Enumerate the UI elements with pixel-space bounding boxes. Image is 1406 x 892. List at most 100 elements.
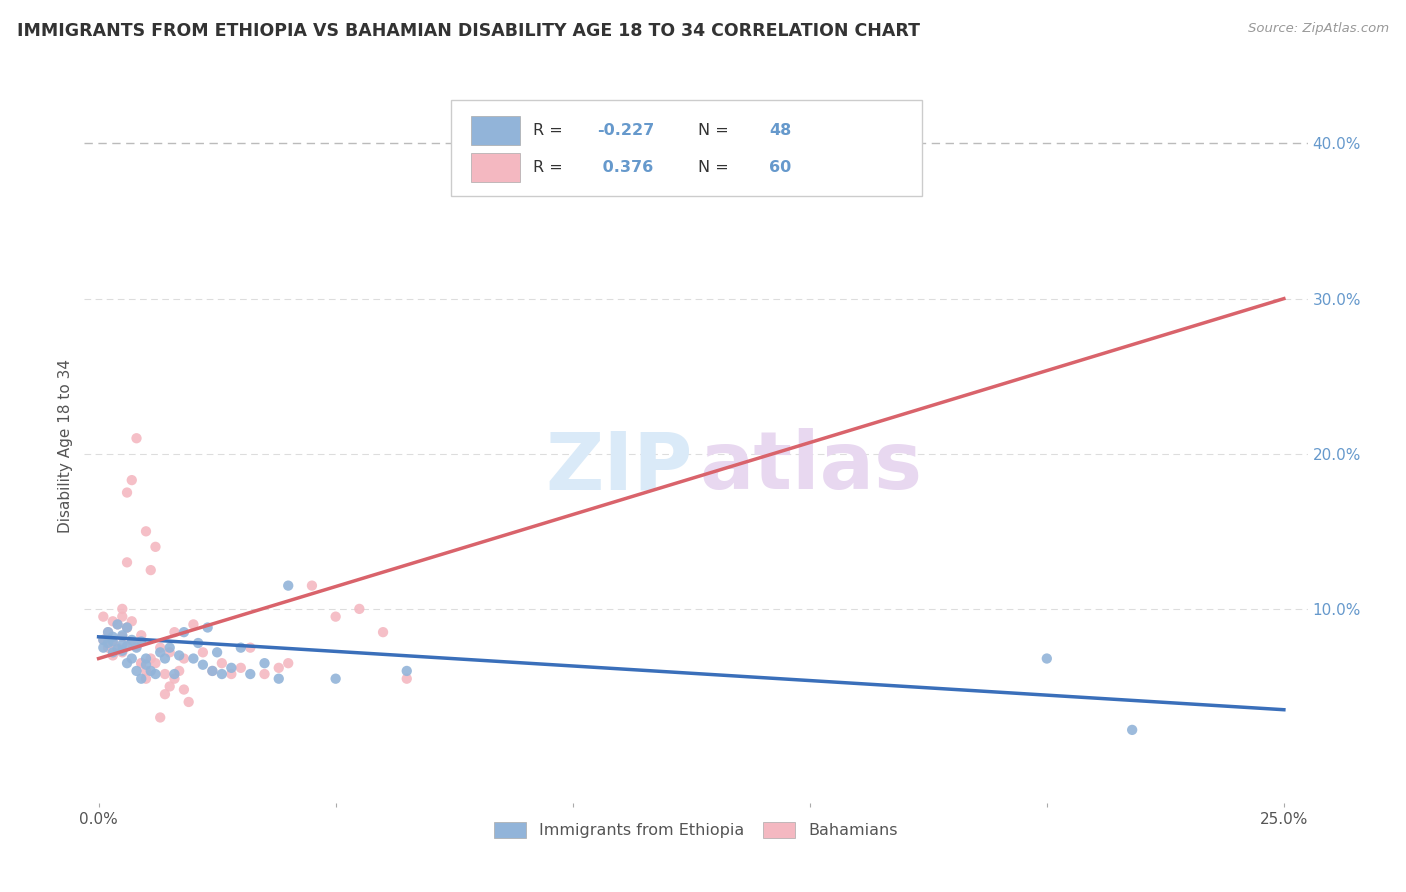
Text: N =: N =	[699, 123, 734, 137]
Point	[91, 632, 114, 647]
Point	[125, 640, 148, 655]
Point	[167, 648, 190, 663]
Point	[129, 634, 152, 648]
Point	[111, 630, 134, 644]
Point	[253, 656, 276, 670]
Point	[395, 664, 418, 678]
Text: Source: ZipAtlas.com: Source: ZipAtlas.com	[1249, 22, 1389, 36]
Point	[135, 524, 157, 539]
Point	[111, 638, 134, 652]
Text: 0.376: 0.376	[598, 161, 654, 175]
Point	[159, 645, 181, 659]
Point	[101, 634, 124, 648]
Text: N =: N =	[699, 161, 734, 175]
Point	[159, 640, 181, 655]
Point	[173, 625, 195, 640]
Text: -0.227: -0.227	[598, 123, 654, 137]
Point	[101, 648, 124, 663]
Point	[91, 632, 114, 647]
Point	[115, 620, 138, 634]
Point	[163, 625, 186, 640]
Point	[101, 615, 124, 629]
Point	[125, 431, 148, 445]
Point	[167, 664, 190, 678]
Point	[239, 667, 262, 681]
Point	[139, 664, 162, 678]
Point	[163, 672, 186, 686]
FancyBboxPatch shape	[471, 153, 520, 182]
Text: R =: R =	[533, 161, 568, 175]
Point	[187, 636, 209, 650]
Point	[125, 636, 148, 650]
FancyBboxPatch shape	[471, 116, 520, 145]
Point	[111, 644, 134, 658]
Point	[205, 645, 228, 659]
Point	[129, 628, 152, 642]
Point	[183, 651, 205, 665]
Point	[91, 609, 114, 624]
Point	[239, 640, 262, 655]
Point	[115, 485, 138, 500]
Point	[267, 672, 290, 686]
Point	[183, 617, 205, 632]
Point	[115, 656, 138, 670]
Point	[115, 639, 138, 653]
Point	[107, 642, 129, 657]
Point	[135, 672, 157, 686]
Text: IMMIGRANTS FROM ETHIOPIA VS BAHAMIAN DISABILITY AGE 18 TO 34 CORRELATION CHART: IMMIGRANTS FROM ETHIOPIA VS BAHAMIAN DIS…	[17, 22, 920, 40]
Text: 60: 60	[769, 161, 792, 175]
Point	[371, 625, 394, 640]
Point	[107, 617, 129, 632]
Point	[121, 636, 143, 650]
Point	[115, 620, 138, 634]
Point	[149, 640, 172, 655]
Point	[177, 695, 200, 709]
Point	[111, 609, 134, 624]
Point	[267, 661, 290, 675]
Point	[111, 645, 134, 659]
Point	[135, 651, 157, 665]
Point	[125, 664, 148, 678]
Point	[145, 667, 167, 681]
Point	[97, 636, 120, 650]
Point	[129, 672, 152, 686]
Point	[153, 687, 176, 701]
Point	[173, 651, 195, 665]
Point	[139, 563, 162, 577]
FancyBboxPatch shape	[451, 100, 922, 196]
Point	[97, 625, 120, 640]
Point	[97, 640, 120, 655]
Y-axis label: Disability Age 18 to 34: Disability Age 18 to 34	[58, 359, 73, 533]
Point	[211, 667, 233, 681]
Point	[97, 625, 120, 640]
Point	[1036, 651, 1059, 665]
Point	[135, 664, 157, 678]
Point	[301, 579, 323, 593]
Point	[121, 473, 143, 487]
Point	[107, 640, 129, 655]
Point	[201, 664, 224, 678]
Legend: Immigrants from Ethiopia, Bahamians: Immigrants from Ethiopia, Bahamians	[488, 815, 904, 845]
Point	[191, 657, 214, 672]
Point	[115, 555, 138, 569]
Point	[129, 656, 152, 670]
Point	[115, 620, 138, 634]
Point	[121, 615, 143, 629]
Point	[111, 602, 134, 616]
Point	[149, 710, 172, 724]
Point	[153, 651, 176, 665]
Point	[325, 672, 347, 686]
Point	[111, 628, 134, 642]
Point	[1121, 723, 1143, 737]
Point	[121, 651, 143, 665]
Point	[325, 609, 347, 624]
Point	[221, 667, 243, 681]
Point	[107, 617, 129, 632]
Point	[211, 656, 233, 670]
Point	[395, 672, 418, 686]
Point	[129, 656, 152, 670]
Point	[91, 640, 114, 655]
Point	[145, 540, 167, 554]
Point	[173, 682, 195, 697]
Point	[149, 645, 172, 659]
